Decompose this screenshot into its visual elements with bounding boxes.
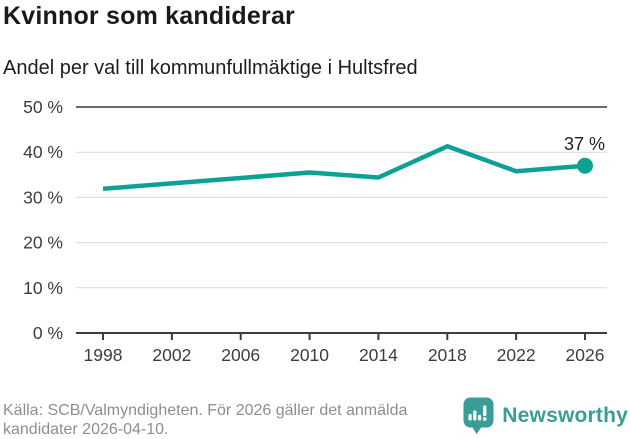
chart-title: Kvinnor som kandiderar [3, 2, 295, 30]
logo-bar-1 [468, 414, 472, 421]
x-tick-label-2022: 2022 [497, 345, 536, 365]
y-tick-label-50: 50 % [23, 97, 63, 117]
gridlines-group [76, 106, 607, 334]
logo-exclamation-dot [483, 417, 487, 421]
x-tick-label-2026: 2026 [566, 345, 605, 365]
brand-name: Newsworthy [502, 403, 628, 427]
y-tick-label-20: 20 % [23, 233, 63, 253]
y-tick-label-30: 30 % [23, 187, 63, 207]
source-note-line1: Källa: SCB/Valmyndigheten. För 2026 gäll… [3, 402, 408, 419]
bar-chart-bubble-icon [463, 397, 494, 434]
x-tick-label-1998: 1998 [84, 345, 123, 365]
source-note: Källa: SCB/Valmyndigheten. För 2026 gäll… [3, 401, 423, 439]
newsworthy-logo: Newsworthy [463, 397, 628, 434]
source-note-line2: kandidater 2026-04-10. [3, 421, 169, 438]
axis-ticks-group [102, 333, 586, 340]
bubble-body [463, 397, 494, 428]
logo-exclamation-bar [483, 405, 487, 416]
logo-bar-3 [478, 415, 482, 421]
chart-subtitle: Andel per val till kommunfullmäktige i H… [3, 57, 418, 79]
series-group [102, 144, 593, 192]
x-tick-label-2002: 2002 [152, 345, 191, 365]
end-point-marker [577, 157, 593, 174]
y-tick-label-0: 0 % [33, 323, 63, 343]
bubble-tail [471, 425, 484, 434]
logo-bar-2 [473, 410, 477, 421]
x-tick-label-2006: 2006 [221, 345, 260, 365]
y-tick-label-40: 40 % [23, 142, 63, 162]
end-value-label: 37 % [564, 134, 605, 154]
x-tick-label-2018: 2018 [428, 345, 467, 365]
axis-labels-group: 0 % 10 % 20 % 30 % 40 % 50 % 1998 2002 2006 2010 2… [23, 97, 604, 365]
x-tick-label-2014: 2014 [359, 345, 398, 365]
x-tick-label-2010: 2010 [290, 345, 329, 365]
data-line [102, 144, 586, 192]
y-tick-label-10: 10 % [23, 278, 63, 298]
annotation-group: 37 % [564, 134, 605, 154]
